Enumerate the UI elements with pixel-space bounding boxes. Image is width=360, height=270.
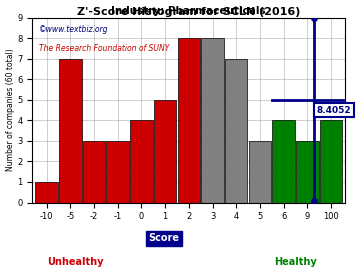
Bar bbox=[35, 182, 58, 202]
Text: ©www.textbiz.org: ©www.textbiz.org bbox=[39, 25, 108, 34]
Text: Healthy: Healthy bbox=[274, 257, 317, 267]
Bar bbox=[83, 141, 105, 202]
Bar bbox=[201, 38, 224, 202]
Bar bbox=[272, 120, 295, 202]
Y-axis label: Number of companies (60 total): Number of companies (60 total) bbox=[5, 49, 14, 171]
Bar bbox=[296, 141, 319, 202]
Bar bbox=[59, 59, 82, 202]
Text: Industry: Pharmaceuticals: Industry: Pharmaceuticals bbox=[112, 6, 266, 16]
Text: The Research Foundation of SUNY: The Research Foundation of SUNY bbox=[39, 43, 169, 53]
Bar bbox=[107, 141, 129, 202]
Title: Z'-Score Histogram for SCLN (2016): Z'-Score Histogram for SCLN (2016) bbox=[77, 7, 301, 17]
Text: Score: Score bbox=[148, 233, 179, 243]
Bar bbox=[320, 120, 342, 202]
Text: Unhealthy: Unhealthy bbox=[47, 257, 103, 267]
Bar bbox=[154, 100, 176, 202]
Text: 8.4052: 8.4052 bbox=[317, 106, 351, 114]
Bar bbox=[225, 59, 247, 202]
Bar bbox=[177, 38, 200, 202]
Bar bbox=[249, 141, 271, 202]
Bar bbox=[130, 120, 153, 202]
